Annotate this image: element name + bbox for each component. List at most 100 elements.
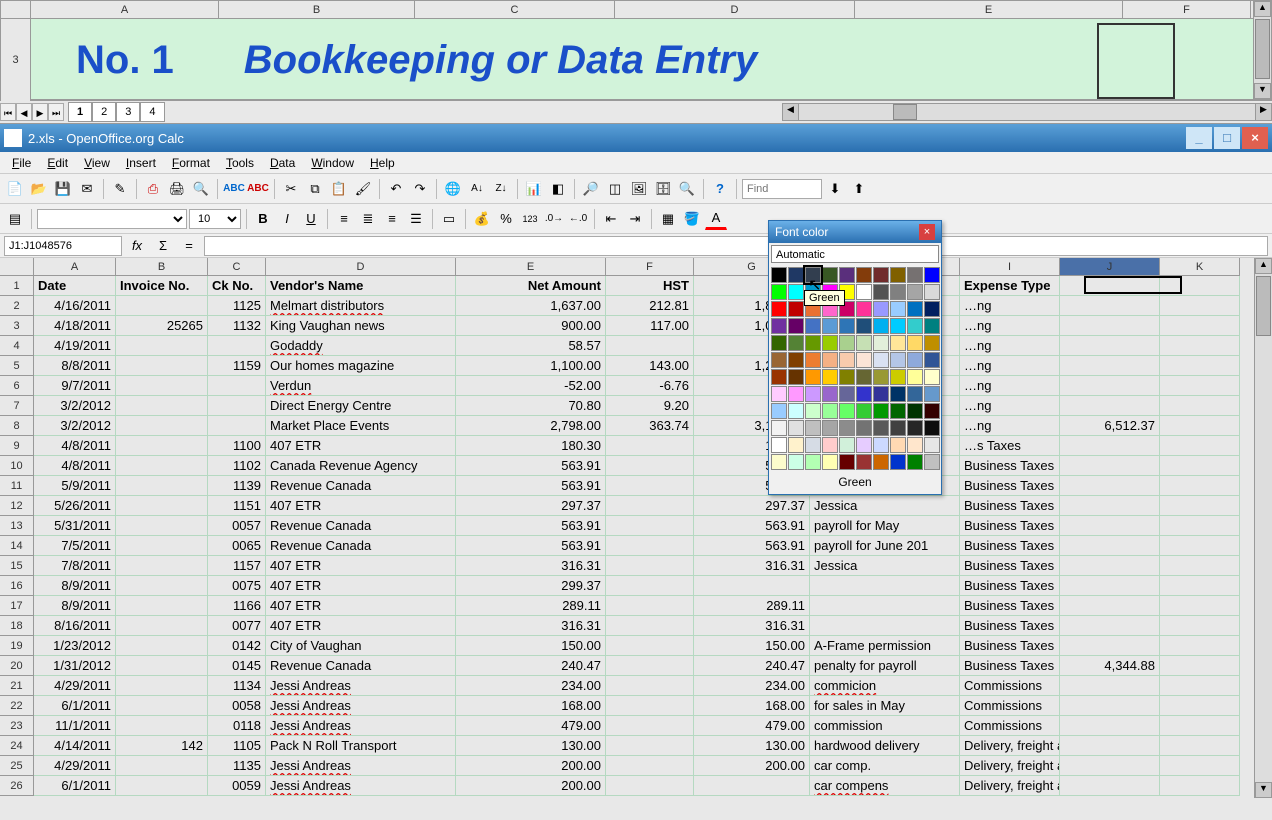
color-swatch[interactable] <box>924 403 940 419</box>
cell[interactable]: Business Taxes <box>960 576 1060 595</box>
cell[interactable] <box>1060 396 1160 415</box>
cell[interactable]: 563.91 <box>694 516 810 535</box>
row-header-7[interactable]: 7 <box>0 396 33 416</box>
cell[interactable]: 2,798.00 <box>456 416 606 435</box>
color-swatch[interactable] <box>924 386 940 402</box>
cell[interactable] <box>606 736 694 755</box>
cell[interactable] <box>1060 596 1160 615</box>
color-swatch[interactable] <box>890 369 906 385</box>
cell[interactable]: 168.00 <box>456 696 606 715</box>
row-header-9[interactable]: 9 <box>0 436 33 456</box>
cell[interactable] <box>116 716 208 735</box>
cell[interactable]: …ng <box>960 376 1060 395</box>
align-justify-icon[interactable]: ☰ <box>405 208 427 230</box>
cell[interactable]: 4/29/2011 <box>34 676 116 695</box>
column-header-A[interactable]: A <box>34 258 116 275</box>
cell[interactable]: 4/8/2011 <box>34 436 116 455</box>
cell[interactable] <box>606 556 694 575</box>
row-header-13[interactable]: 13 <box>0 516 33 536</box>
cell[interactable] <box>1160 516 1240 535</box>
color-swatch[interactable] <box>890 267 906 283</box>
cell[interactable]: …ng <box>960 316 1060 335</box>
color-swatch[interactable] <box>771 386 787 402</box>
cell[interactable] <box>1160 636 1240 655</box>
cell[interactable]: 1132 <box>208 316 266 335</box>
color-swatch[interactable] <box>839 335 855 351</box>
cell[interactable]: Commissions <box>960 696 1060 715</box>
cell[interactable] <box>116 616 208 635</box>
cell[interactable] <box>116 536 208 555</box>
cell[interactable]: 1/31/2012 <box>34 656 116 675</box>
cell[interactable]: Verdun <box>266 376 456 395</box>
cell[interactable] <box>606 756 694 775</box>
row-header-21[interactable]: 21 <box>0 676 33 696</box>
column-header-J[interactable]: J <box>1060 258 1160 275</box>
cell[interactable]: 316.31 <box>456 616 606 635</box>
color-swatch[interactable] <box>856 335 872 351</box>
window-maximize-button[interactable]: □ <box>1214 127 1240 149</box>
cell[interactable]: Business Taxes <box>960 536 1060 555</box>
cell[interactable] <box>1160 736 1240 755</box>
cell[interactable]: 0118 <box>208 716 266 735</box>
column-header-C[interactable]: C <box>208 258 266 275</box>
hyperlink-icon[interactable]: 🌐 <box>442 178 464 200</box>
cell[interactable]: 4/19/2011 <box>34 336 116 355</box>
find-down-icon[interactable]: ⬇ <box>824 178 846 200</box>
cell[interactable] <box>1060 376 1160 395</box>
cell[interactable]: 5/26/2011 <box>34 496 116 515</box>
cell[interactable]: Market Place Events <box>266 416 456 435</box>
cell[interactable]: Business Taxes <box>960 456 1060 475</box>
cell[interactable] <box>1060 536 1160 555</box>
cell[interactable]: Revenue Canada <box>266 516 456 535</box>
cell[interactable] <box>116 556 208 575</box>
color-swatch[interactable] <box>873 267 889 283</box>
menu-data[interactable]: Data <box>262 156 303 170</box>
cell[interactable] <box>606 496 694 515</box>
color-swatch[interactable] <box>788 301 804 317</box>
chart-icon[interactable]: 📊 <box>523 178 545 200</box>
pdf-icon[interactable]: ⎙ <box>142 178 164 200</box>
cell[interactable]: Jessica <box>810 556 960 575</box>
cell[interactable]: 1135 <box>208 756 266 775</box>
cell[interactable]: Expense Type <box>960 276 1060 295</box>
open-icon[interactable]: 📂 <box>28 178 50 200</box>
cell[interactable] <box>116 636 208 655</box>
color-swatch[interactable] <box>839 437 855 453</box>
align-right-icon[interactable]: ≡ <box>381 208 403 230</box>
cell[interactable]: 8/8/2011 <box>34 356 116 375</box>
cell[interactable]: Delivery, freight and express <box>960 776 1060 795</box>
function-wizard-icon[interactable]: fx <box>126 235 148 257</box>
close-icon[interactable]: × <box>919 224 935 240</box>
color-swatch[interactable] <box>788 420 804 436</box>
cell[interactable] <box>606 516 694 535</box>
cell[interactable]: 297.37 <box>694 496 810 515</box>
upper-col-E[interactable]: E <box>855 1 1123 18</box>
cell[interactable] <box>1160 456 1240 475</box>
cell[interactable]: 299.37 <box>456 576 606 595</box>
color-swatch[interactable] <box>771 335 787 351</box>
color-swatch[interactable] <box>907 454 923 470</box>
sort-desc-icon[interactable]: Z↓ <box>490 178 512 200</box>
row-header-17[interactable]: 17 <box>0 596 33 616</box>
underline-icon[interactable]: U <box>300 208 322 230</box>
cell[interactable] <box>1060 636 1160 655</box>
datasource-icon[interactable]: 🗄 <box>652 178 674 200</box>
row-header-10[interactable]: 10 <box>0 456 33 476</box>
color-swatch[interactable] <box>890 318 906 334</box>
cell[interactable] <box>810 576 960 595</box>
cell[interactable] <box>606 576 694 595</box>
cell[interactable]: 289.11 <box>694 596 810 615</box>
cell[interactable] <box>606 656 694 675</box>
row-header-14[interactable]: 14 <box>0 536 33 556</box>
cell[interactable]: Business Taxes <box>960 616 1060 635</box>
cell[interactable]: Vendor's Name <box>266 276 456 295</box>
cell[interactable]: 1134 <box>208 676 266 695</box>
cell[interactable]: Business Taxes <box>960 636 1060 655</box>
cell[interactable]: payroll for June 201 <box>810 536 960 555</box>
add-decimal-icon[interactable]: .0→ <box>543 208 565 230</box>
color-swatch[interactable] <box>856 369 872 385</box>
cell[interactable]: 4/14/2011 <box>34 736 116 755</box>
cell[interactable]: 1,100.00 <box>456 356 606 375</box>
color-swatch[interactable] <box>856 437 872 453</box>
cell[interactable] <box>1160 356 1240 375</box>
